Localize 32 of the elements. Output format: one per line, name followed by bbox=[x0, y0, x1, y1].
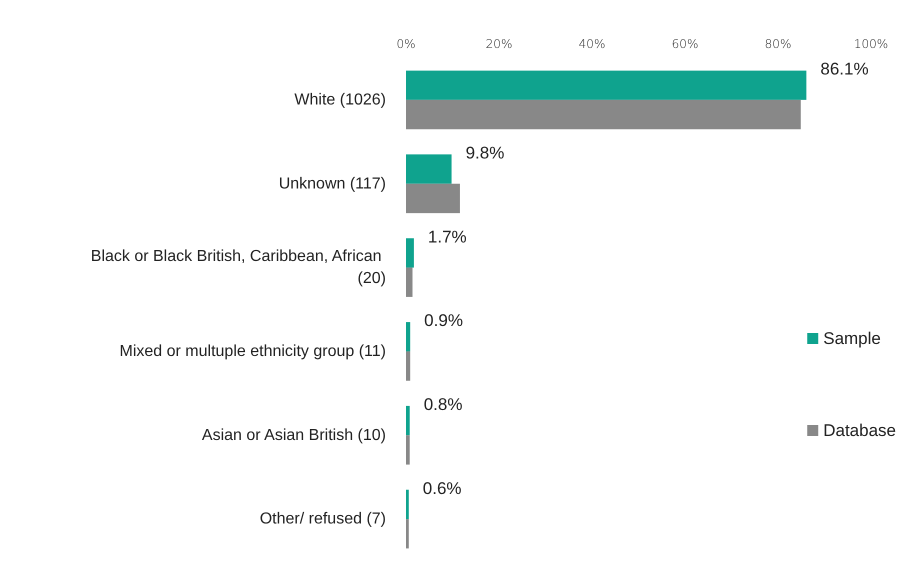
y-tick-label: Black or Black British, Caribbean, African (20) bbox=[90, 248, 386, 288]
data-label: 86.1% bbox=[820, 60, 869, 79]
x-tick-label: 80% bbox=[764, 37, 792, 51]
x-tick-label: 0% bbox=[396, 37, 416, 51]
bar bbox=[406, 322, 410, 352]
bar bbox=[406, 100, 801, 130]
bar bbox=[406, 435, 410, 465]
x-tick-label: 100% bbox=[854, 37, 888, 51]
x-tick-label: 20% bbox=[486, 37, 512, 51]
bar bbox=[406, 154, 452, 184]
y-tick-label: White (1026) bbox=[294, 91, 386, 108]
y-tick-label: Asian or Asian British (10) bbox=[202, 426, 386, 444]
x-tick-label: 60% bbox=[672, 37, 698, 51]
x-tick-label: 40% bbox=[578, 37, 606, 51]
legend-label: Sample bbox=[823, 329, 881, 348]
bar bbox=[406, 238, 414, 268]
bar bbox=[406, 519, 409, 548]
y-tick-label: Unknown (117) bbox=[278, 175, 386, 192]
bar bbox=[406, 490, 409, 520]
y-tick-label: Mixed or multuple ethnicity group (11) bbox=[120, 342, 386, 360]
legend-label: Database bbox=[823, 421, 896, 440]
data-label: 0.6% bbox=[422, 478, 462, 498]
bar bbox=[406, 268, 413, 297]
bar bbox=[406, 184, 460, 214]
data-label: 0.9% bbox=[424, 311, 463, 330]
bar bbox=[406, 351, 410, 381]
data-label: 0.8% bbox=[424, 395, 462, 414]
bar bbox=[406, 70, 806, 100]
data-label: 9.8% bbox=[466, 144, 504, 163]
data-label: 1.7% bbox=[428, 227, 467, 246]
y-tick-label: Other/ refused (7) bbox=[260, 510, 386, 528]
bar bbox=[406, 406, 410, 436]
